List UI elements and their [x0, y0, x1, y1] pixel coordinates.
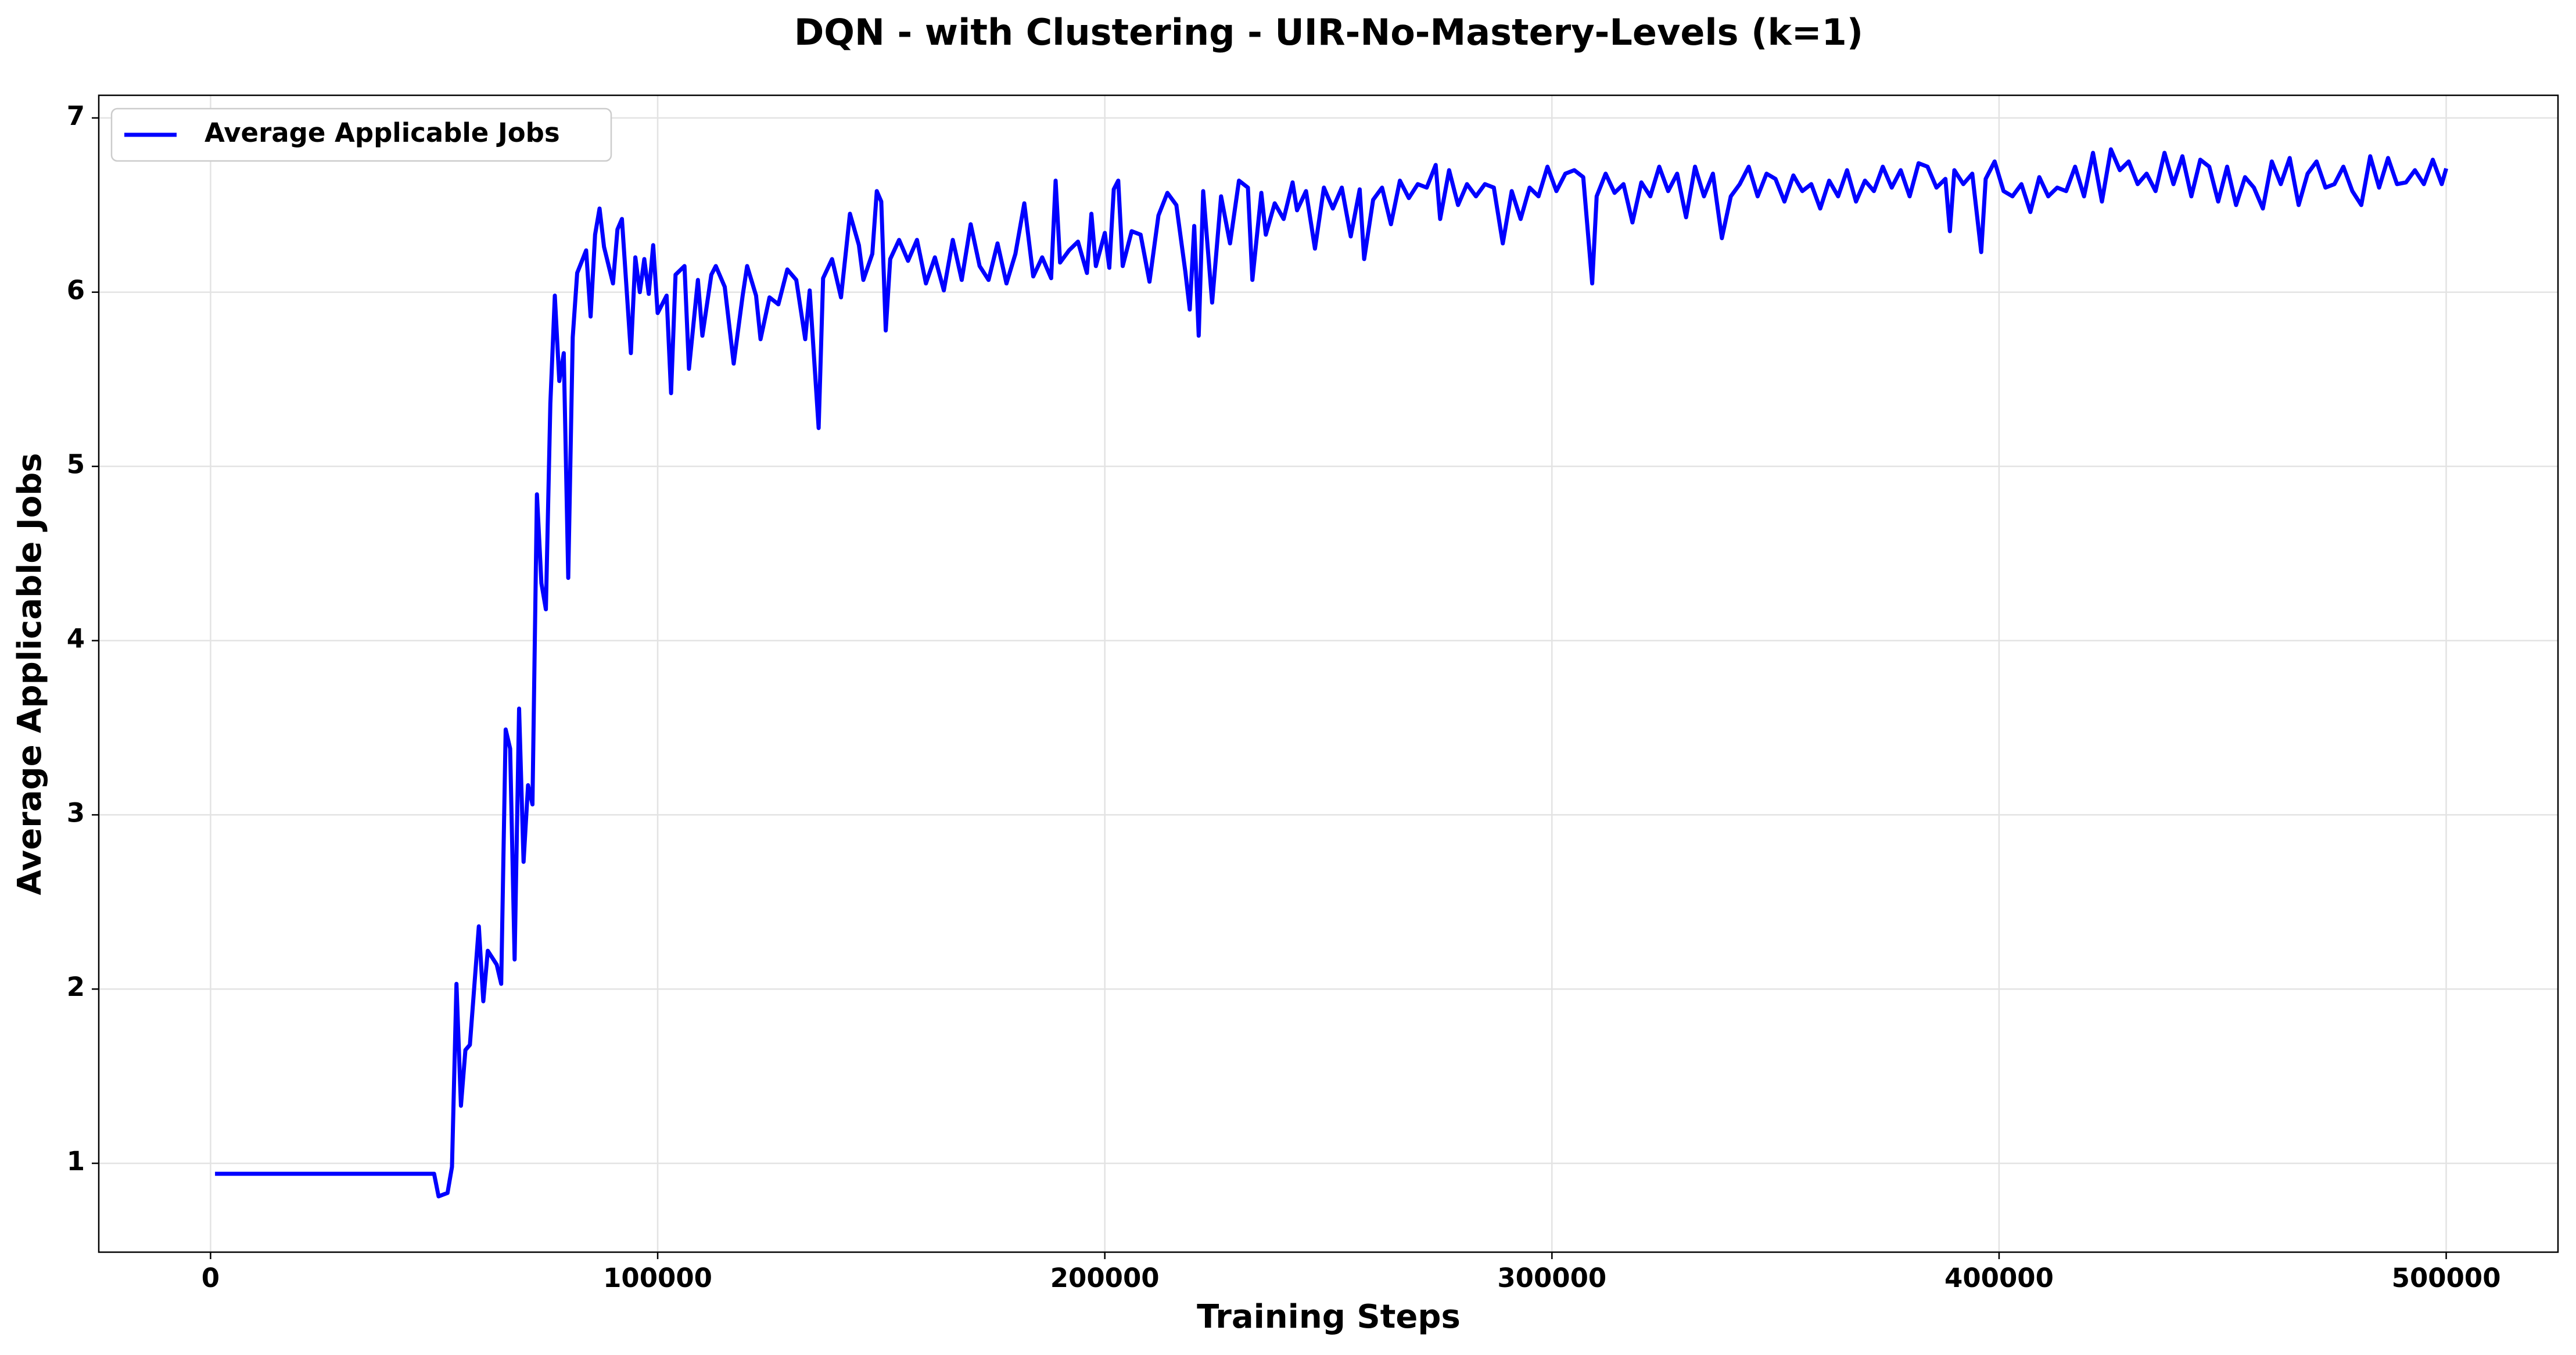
x-tick-label: 300000	[1497, 1263, 1606, 1293]
y-tick-label: 4	[67, 623, 85, 654]
chart-title: DQN - with Clustering - UIR-No-Mastery-L…	[794, 11, 1863, 53]
grid	[99, 95, 2558, 1252]
x-tick-label: 0	[202, 1263, 220, 1293]
y-tick-label: 2	[67, 972, 85, 1002]
data-line	[215, 147, 2448, 1199]
y-tick-label: 7	[67, 101, 85, 131]
x-axis-label: Training Steps	[1197, 1298, 1461, 1336]
plot-frame	[98, 94, 2559, 1253]
plot-area	[215, 147, 2448, 1199]
x-tick-label: 500000	[2392, 1263, 2501, 1293]
legend-box	[110, 107, 612, 162]
y-tick-label: 6	[67, 275, 85, 306]
y-tick-label: 1	[67, 1146, 85, 1177]
legend-label: Average Applicable Jobs	[204, 117, 560, 148]
legend: Average Applicable Jobs	[110, 107, 612, 162]
x-tick-label: 200000	[1050, 1263, 1160, 1293]
x-tick-label: 100000	[603, 1263, 712, 1293]
y-tick-label: 3	[67, 797, 85, 828]
x-tick-label: 400000	[1944, 1263, 2054, 1293]
y-axis-label: Average Applicable Jobs	[11, 453, 49, 895]
y-tick-label: 5	[67, 449, 85, 480]
